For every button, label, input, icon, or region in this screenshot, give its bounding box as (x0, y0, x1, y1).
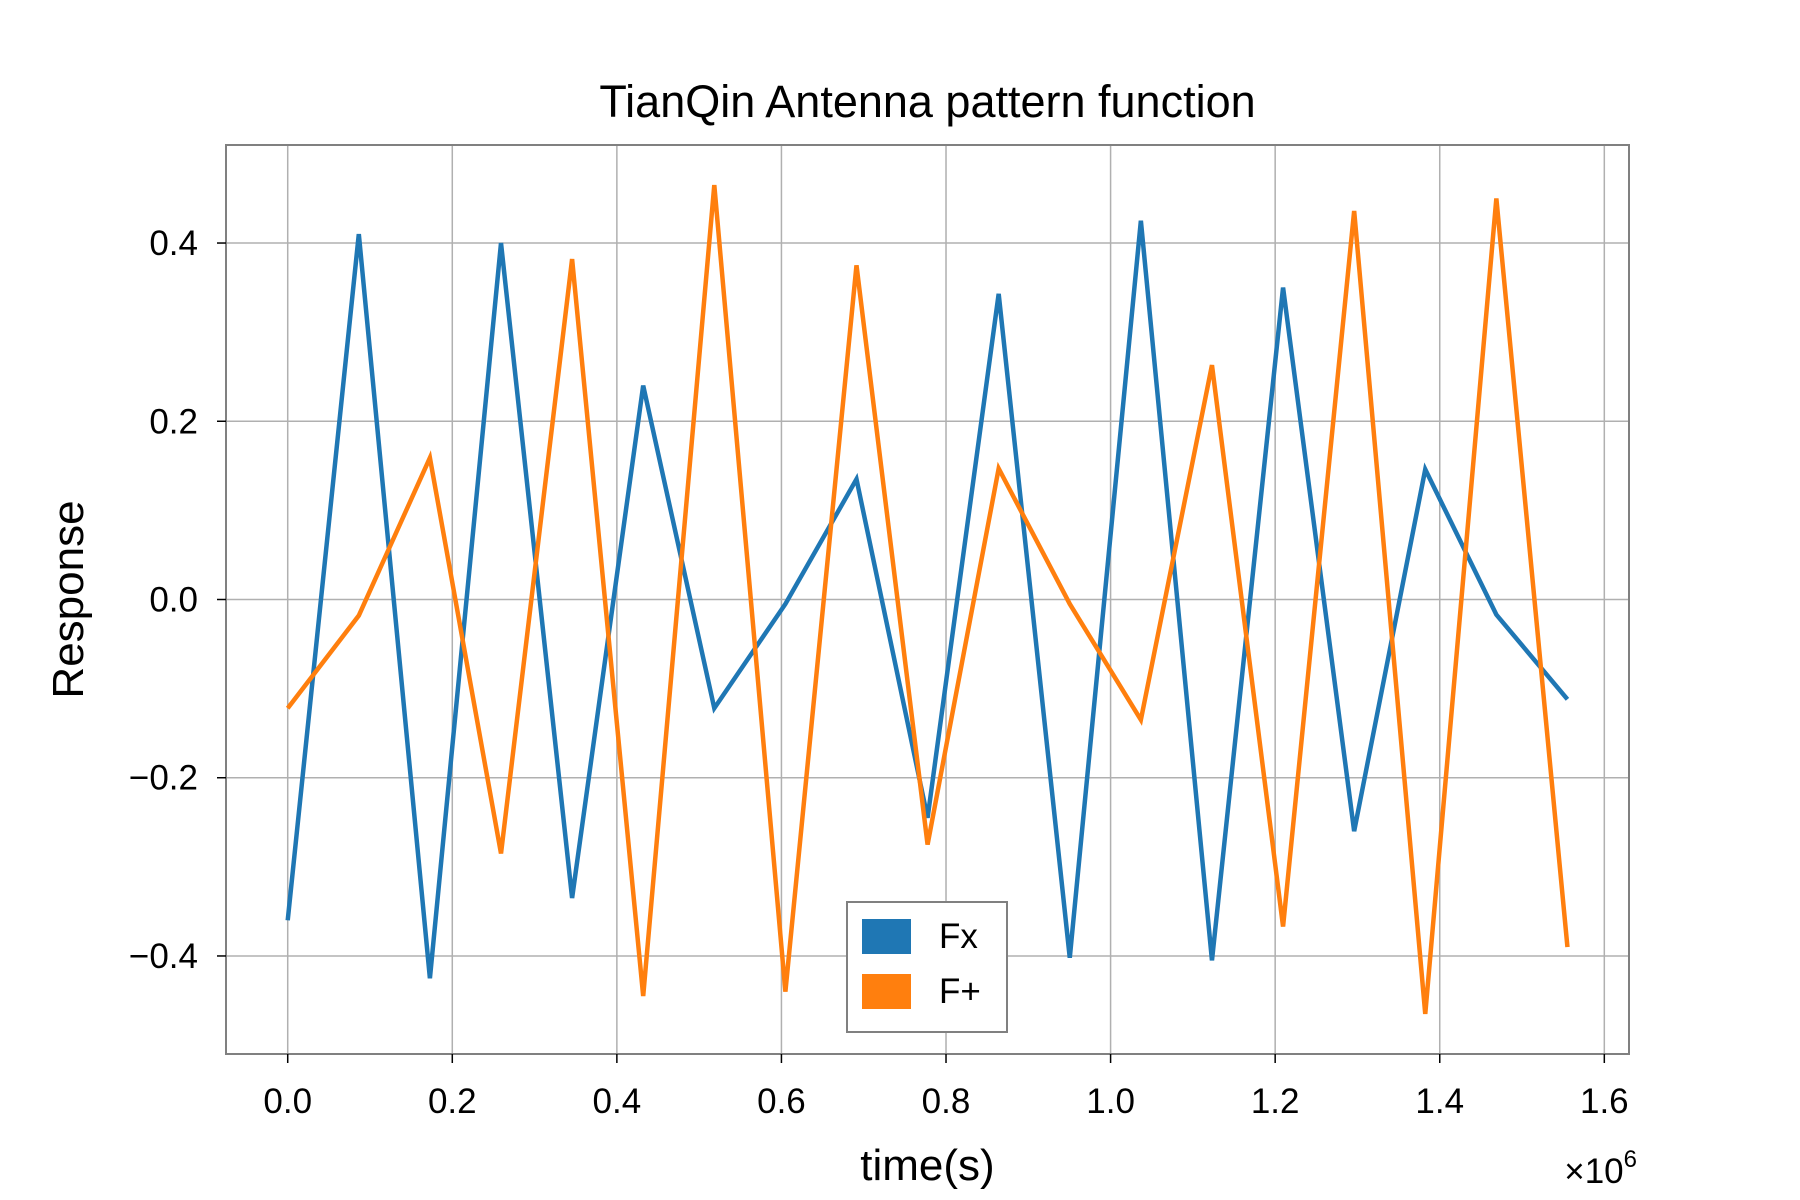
x-tick-label: 1.2 (1251, 1082, 1300, 1121)
y-ticks: 0.4 0.2 0.0 −0.2 −0.4 (129, 224, 226, 976)
series-lines (285, 184, 1570, 1015)
x-tick-label: 0.0 (263, 1082, 312, 1121)
series-line-fplus (285, 184, 1570, 1015)
legend-label: Fx (939, 917, 978, 956)
x-multiplier: ×106 (1564, 1146, 1637, 1191)
x-multiplier-exponent: 6 (1624, 1146, 1637, 1173)
legend-swatch (862, 919, 911, 954)
y-tick-label: −0.4 (129, 937, 198, 976)
y-tick-label: −0.2 (129, 759, 198, 798)
y-tick-label: 0.0 (149, 581, 198, 620)
chart-title: TianQin Antenna pattern function (599, 76, 1255, 127)
x-tick-label: 0.2 (428, 1082, 477, 1121)
x-tick-label: 0.8 (922, 1082, 971, 1121)
legend-swatch (862, 974, 911, 1009)
legend: Fx F+ (846, 901, 1008, 1033)
x-tick-label: 0.6 (757, 1082, 806, 1121)
x-tick-label: 0.4 (593, 1082, 642, 1121)
x-tick-label: 1.4 (1415, 1082, 1464, 1121)
y-axis-label: Response (44, 500, 93, 698)
y-tick-label: 0.2 (149, 402, 198, 441)
y-tick-label: 0.4 (149, 224, 198, 263)
x-multiplier-base: ×10 (1564, 1152, 1623, 1191)
x-tick-label: 1.6 (1580, 1082, 1629, 1121)
x-tick-label: 1.0 (1086, 1082, 1135, 1121)
series-line-fx (285, 220, 1570, 979)
legend-label: F+ (939, 972, 981, 1011)
x-ticks: 0.0 0.2 0.4 0.6 0.8 1.0 1.2 1.4 1.6 (263, 1054, 1629, 1121)
x-axis-label: time(s) (860, 1141, 994, 1190)
